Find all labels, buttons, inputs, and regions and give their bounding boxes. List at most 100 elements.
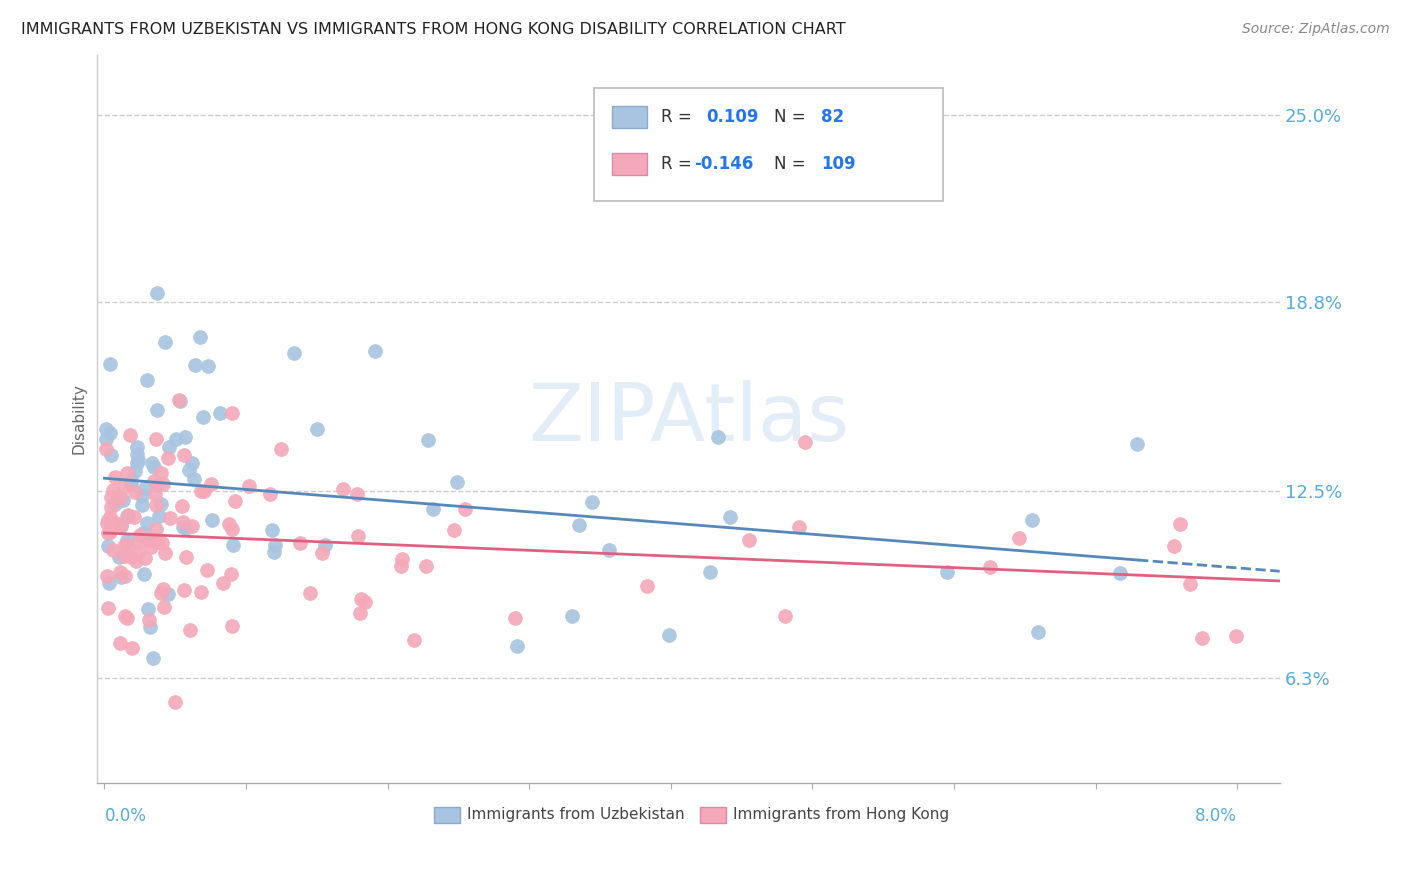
Point bbox=[115, 508, 138, 523]
Point bbox=[156, 450, 179, 465]
Point bbox=[122, 509, 145, 524]
Point bbox=[149, 586, 172, 600]
Point bbox=[159, 510, 181, 524]
Point bbox=[180, 519, 202, 533]
Point bbox=[131, 489, 153, 503]
Text: N =: N = bbox=[773, 155, 810, 173]
Point bbox=[112, 549, 135, 564]
Point bbox=[136, 601, 159, 615]
Point bbox=[101, 520, 124, 534]
Point bbox=[96, 432, 118, 446]
Point bbox=[184, 359, 207, 373]
Point bbox=[167, 392, 190, 407]
Point bbox=[98, 524, 121, 539]
Point bbox=[346, 487, 368, 501]
Point bbox=[505, 639, 527, 653]
Point bbox=[134, 550, 156, 565]
Point bbox=[1108, 566, 1130, 580]
Point bbox=[152, 477, 174, 491]
Point bbox=[222, 538, 245, 552]
Point bbox=[136, 516, 159, 531]
Point bbox=[114, 608, 136, 623]
Point bbox=[110, 518, 132, 533]
Point bbox=[219, 567, 242, 582]
Point bbox=[114, 539, 136, 553]
Point bbox=[165, 432, 187, 446]
Point bbox=[115, 467, 138, 481]
Point bbox=[172, 515, 194, 529]
Point bbox=[263, 538, 285, 552]
Point bbox=[94, 422, 117, 436]
Point bbox=[121, 640, 143, 655]
Point bbox=[146, 478, 169, 492]
Point bbox=[97, 526, 120, 541]
Point bbox=[131, 498, 153, 512]
Point bbox=[163, 695, 186, 709]
Point bbox=[127, 440, 149, 454]
Point bbox=[212, 575, 235, 590]
Point bbox=[169, 393, 191, 408]
Point bbox=[139, 540, 162, 554]
Point bbox=[332, 482, 354, 496]
Point bbox=[738, 533, 761, 548]
Text: N =: N = bbox=[773, 108, 810, 126]
Text: 0.0%: 0.0% bbox=[104, 807, 146, 825]
FancyBboxPatch shape bbox=[593, 88, 942, 201]
Point bbox=[152, 582, 174, 596]
Point bbox=[100, 491, 122, 505]
Bar bbox=[434, 806, 460, 822]
Point bbox=[103, 543, 125, 558]
Point bbox=[127, 545, 149, 559]
Point bbox=[1163, 539, 1185, 553]
Point bbox=[120, 477, 142, 491]
Point bbox=[103, 483, 125, 497]
Text: R =: R = bbox=[661, 108, 697, 126]
Point bbox=[454, 502, 477, 516]
Point bbox=[218, 517, 240, 532]
Point bbox=[415, 559, 437, 574]
Point bbox=[193, 484, 215, 499]
Point bbox=[142, 460, 165, 475]
Point bbox=[115, 538, 138, 552]
Point bbox=[142, 650, 165, 665]
Point bbox=[349, 606, 371, 620]
Point bbox=[146, 534, 169, 549]
Point bbox=[283, 345, 305, 359]
Point bbox=[177, 463, 200, 477]
Text: ZIPAtlas: ZIPAtlas bbox=[529, 380, 849, 458]
Point bbox=[149, 497, 172, 511]
Point bbox=[787, 520, 810, 534]
Point bbox=[114, 569, 136, 583]
Point bbox=[188, 330, 211, 344]
Point bbox=[148, 509, 170, 524]
Point bbox=[221, 406, 243, 420]
Point bbox=[156, 587, 179, 601]
Point bbox=[350, 592, 373, 607]
Text: Immigrants from Uzbekistan: Immigrants from Uzbekistan bbox=[467, 807, 685, 822]
Point bbox=[658, 628, 681, 642]
Point bbox=[107, 550, 129, 565]
Point bbox=[288, 536, 311, 550]
Point bbox=[120, 472, 142, 486]
Point bbox=[347, 529, 370, 543]
Point bbox=[707, 430, 730, 444]
Point bbox=[404, 633, 426, 648]
Point bbox=[1021, 513, 1043, 527]
Point bbox=[127, 456, 149, 470]
Point bbox=[117, 533, 139, 547]
Point bbox=[110, 570, 132, 584]
Point bbox=[134, 481, 156, 495]
Point bbox=[1191, 631, 1213, 645]
Point bbox=[146, 286, 169, 301]
Point bbox=[221, 618, 243, 632]
Point bbox=[128, 534, 150, 549]
Point bbox=[173, 583, 195, 598]
Point bbox=[145, 486, 167, 500]
Text: 109: 109 bbox=[821, 155, 856, 173]
Point bbox=[142, 474, 165, 488]
Point bbox=[104, 469, 127, 483]
Point bbox=[124, 484, 146, 499]
Point bbox=[221, 522, 243, 536]
Point bbox=[191, 409, 214, 424]
Point bbox=[391, 551, 413, 566]
